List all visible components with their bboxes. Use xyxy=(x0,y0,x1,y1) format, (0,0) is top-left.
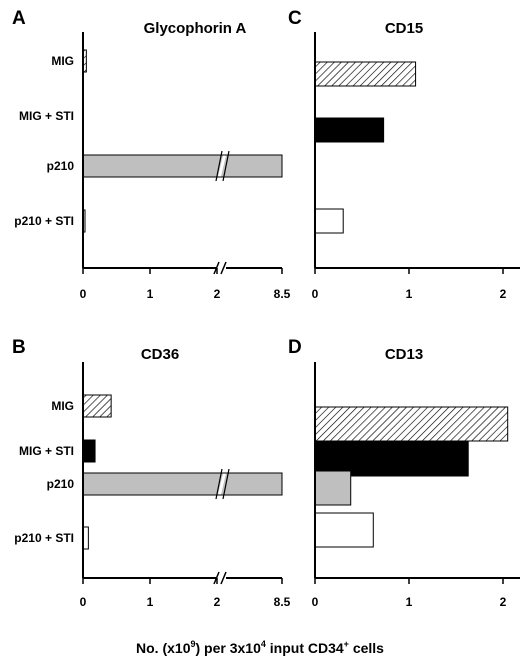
bar-mig xyxy=(82,394,112,418)
axis-break-mark xyxy=(220,261,227,275)
bar-mig xyxy=(314,406,509,442)
x-tick-label: 0 xyxy=(312,595,319,609)
x-tick-label: 0 xyxy=(80,595,87,609)
x-tick-label: 2 xyxy=(214,287,221,301)
bar-break-mark xyxy=(215,468,223,500)
bar-mig xyxy=(314,61,417,87)
x-tick-label: 2 xyxy=(214,595,221,609)
x-tick-label: 0 xyxy=(312,287,319,301)
chart-panel-a: A Glycophorin A MIG MIG + STI p210 p210 + STI… xyxy=(12,8,291,301)
bar-p210 xyxy=(314,470,352,506)
panel-letter-c: C xyxy=(288,8,302,29)
x-tick-label: 1 xyxy=(406,287,413,301)
x-tick-label: 1 xyxy=(147,287,154,301)
x-tick-label: 2 xyxy=(500,287,507,301)
panel-letter-b: B xyxy=(12,337,26,358)
x-tick-label: 0 xyxy=(80,287,87,301)
chart-title: CD36 xyxy=(141,346,179,363)
axis-break-mark xyxy=(220,571,227,585)
bar-mig-plus-sti xyxy=(82,439,96,463)
bar-break-mark xyxy=(222,468,230,500)
chart-panel-d: DCD130123 xyxy=(288,337,520,609)
category-label-mig-plus-sti: MIG + STI xyxy=(19,444,74,458)
category-label-p210: p210 xyxy=(47,477,75,491)
bar-p210 xyxy=(82,472,283,496)
x-tick-label: 1 xyxy=(406,595,413,609)
x-tick-label: 8.5 xyxy=(274,595,291,609)
bar-break-gap xyxy=(218,473,226,495)
category-label-mig: MIG xyxy=(51,54,74,68)
x-axis-label: No. (x109) per 3x104 input CD34+ cells xyxy=(136,639,384,656)
panels: A Glycophorin A MIG MIG + STI p210 p210 + STI… xyxy=(12,8,520,609)
x-tick-label: 1 xyxy=(147,595,154,609)
bar-mig-plus-sti xyxy=(314,117,385,143)
x-tick-label: 8.5 xyxy=(274,287,291,301)
category-label-p210-plus-sti: p210 + STI xyxy=(14,214,74,228)
x-tick-label: 2 xyxy=(500,595,507,609)
bar-break-gap xyxy=(218,155,226,177)
bar-p210-plus-sti xyxy=(314,208,344,234)
category-label-p210-plus-sti: p210 + STI xyxy=(14,531,74,545)
panel-letter-d: D xyxy=(288,337,302,358)
chart-title: CD13 xyxy=(385,346,423,363)
chart-panel-c: CCD150123 xyxy=(288,8,520,301)
chart-panel-b: B CD36 MIG MIG + STI p210 p210 + STI 0 1 2 8.5 xyxy=(12,337,291,609)
chart-title: CD15 xyxy=(385,20,423,37)
chart-title: Glycophorin A xyxy=(144,20,247,37)
category-label-mig: MIG xyxy=(51,399,74,413)
category-label-p210: p210 xyxy=(47,159,75,173)
panel-letter-a: A xyxy=(12,8,26,29)
bar-p210 xyxy=(82,154,283,178)
bar-p210-plus-sti xyxy=(314,512,374,548)
bar-break-mark xyxy=(215,150,223,182)
bar-break-mark xyxy=(222,150,230,182)
category-label-mig-plus-sti: MIG + STI xyxy=(19,109,74,123)
